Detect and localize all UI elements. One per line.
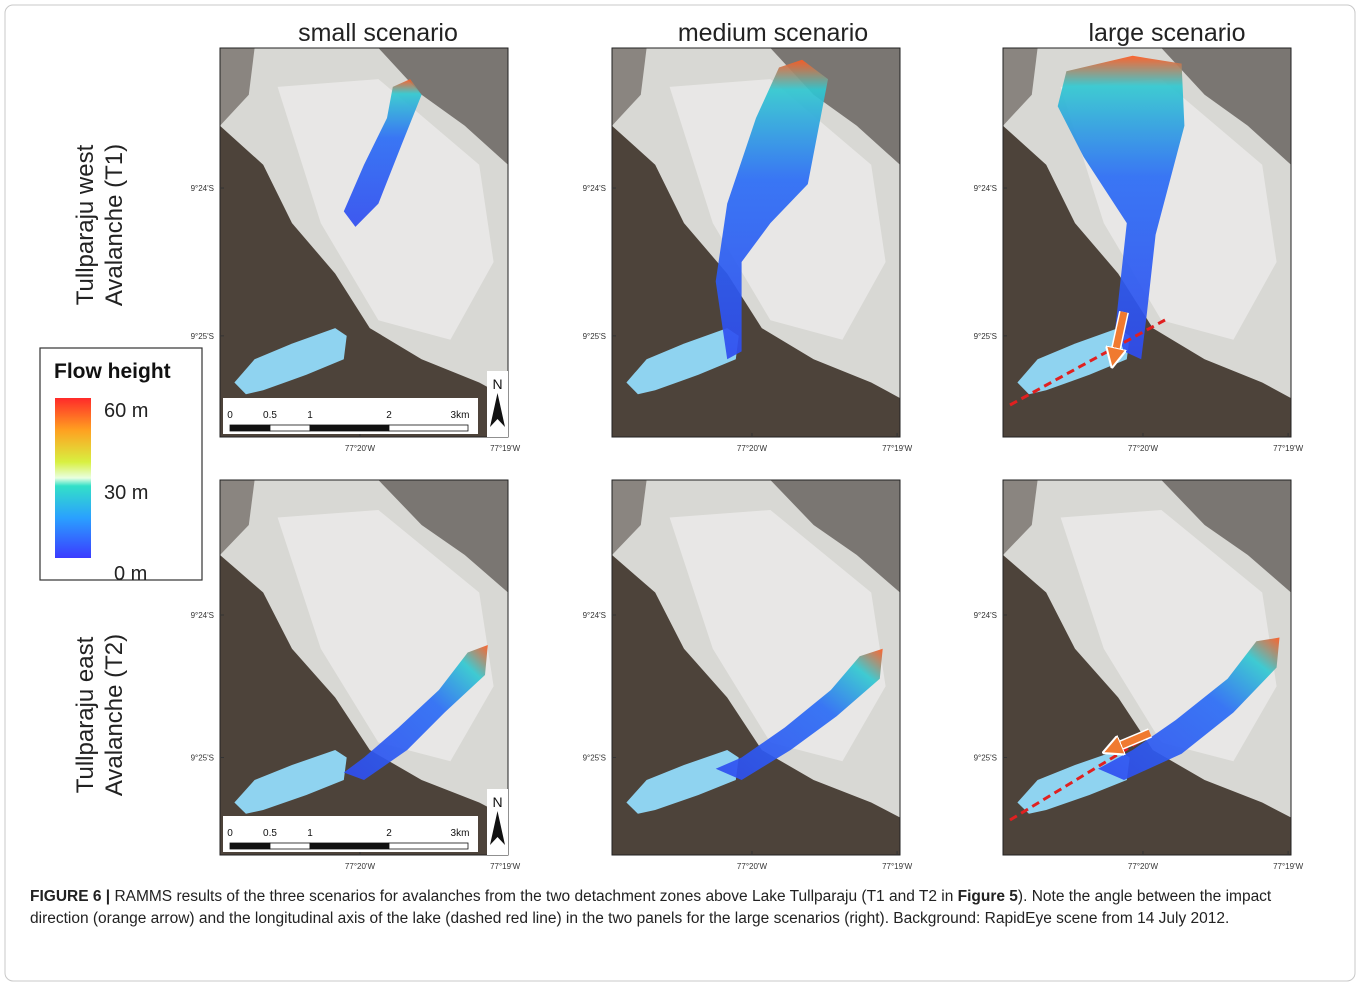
latitude-label: 9°25'S (191, 332, 214, 341)
legend-label: 60 m (104, 400, 148, 422)
color-bar (55, 398, 91, 558)
latitude-label: 9°24'S (583, 611, 606, 620)
map-panel: 9°24'S 9°25'S 77°20'W 77°19'W (583, 480, 913, 871)
caption: FIGURE 6 | RAMMS results of the three sc… (30, 886, 1330, 930)
caption-text: RAMMS results of the three scenarios for… (110, 888, 957, 905)
longitude-label: 77°20'W (1128, 862, 1159, 871)
scale-bar-segment (270, 843, 310, 849)
column-header: large scenario (1088, 19, 1245, 47)
scale-label: 1 (307, 410, 313, 421)
latitude-label: 9°25'S (974, 754, 997, 763)
row-label: Avalanche (T1) (101, 144, 128, 306)
scale-bar-segment (270, 425, 310, 431)
longitude-label: 77°20'W (737, 862, 768, 871)
scale-label: 0.5 (263, 410, 277, 421)
legend-title: Flow height (54, 360, 171, 383)
row-label: Avalanche (T2) (101, 634, 128, 796)
row-label: Tullparaju east (72, 636, 99, 793)
scale-bar-segment (389, 843, 468, 849)
scale-bar-segment (389, 425, 468, 431)
longitude-label: 77°20'W (1128, 444, 1159, 453)
scale-label: 3km (451, 410, 470, 421)
map-panel: 9°24'S 9°25'S 77°20'W 77°19'W (974, 48, 1304, 453)
north-label: N (492, 376, 502, 392)
longitude-label: 77°19'W (882, 444, 913, 453)
scale-bar-segment (230, 425, 270, 431)
latitude-label: 9°25'S (974, 332, 997, 341)
latitude-label: 9°25'S (191, 754, 214, 763)
longitude-label: 77°20'W (345, 444, 376, 453)
legend-label: 0 m (114, 563, 147, 585)
scale-bar-segment (230, 843, 270, 849)
longitude-label: 77°19'W (490, 862, 521, 871)
longitude-label: 77°19'W (1273, 444, 1304, 453)
row-label: Tullparaju west (72, 144, 99, 305)
latitude-label: 9°24'S (191, 611, 214, 620)
column-header: small scenario (298, 19, 458, 47)
legend: Flow height 60 m 30 m 0 m (40, 348, 202, 585)
scale-label: 0.5 (263, 828, 277, 839)
legend-label: 30 m (104, 482, 148, 504)
latitude-label: 9°24'S (974, 611, 997, 620)
longitude-label: 77°19'W (882, 862, 913, 871)
caption-ref: Figure 5 (958, 888, 1018, 905)
scale-label: 1 (307, 828, 313, 839)
scale-label: 3km (451, 828, 470, 839)
longitude-label: 77°19'W (1273, 862, 1304, 871)
scale-label: 2 (386, 828, 392, 839)
map-panel: 9°24'S 9°25'S 77°20'W 77°19'W (583, 48, 913, 453)
scale-label: 2 (386, 410, 392, 421)
scale-bar-segment (310, 843, 389, 849)
latitude-label: 9°24'S (974, 184, 997, 193)
longitude-label: 77°20'W (737, 444, 768, 453)
longitude-label: 77°19'W (490, 444, 521, 453)
latitude-label: 9°24'S (583, 184, 606, 193)
map-panel: 9°24'S 9°25'S 77°20'W 77°19'W 0 0.5 1 2 3km N (191, 48, 521, 453)
latitude-label: 9°25'S (583, 332, 606, 341)
caption-label: FIGURE 6 | (30, 888, 110, 905)
longitude-label: 77°20'W (345, 862, 376, 871)
figure: small scenario medium scenario large sce… (0, 0, 1360, 986)
scale-label: 0 (227, 828, 233, 839)
map-panel: 9°24'S 9°25'S 77°20'W 77°19'W (974, 480, 1304, 871)
scale-label: 0 (227, 410, 233, 421)
scale-bar-segment (310, 425, 389, 431)
column-header: medium scenario (678, 19, 868, 47)
latitude-label: 9°24'S (191, 184, 214, 193)
north-label: N (492, 794, 502, 810)
map-panel: 9°24'S 9°25'S 77°20'W 77°19'W 0 0.5 1 2 3km N (191, 480, 521, 871)
page: small scenario medium scenario large sce… (0, 0, 1360, 986)
latitude-label: 9°25'S (583, 754, 606, 763)
